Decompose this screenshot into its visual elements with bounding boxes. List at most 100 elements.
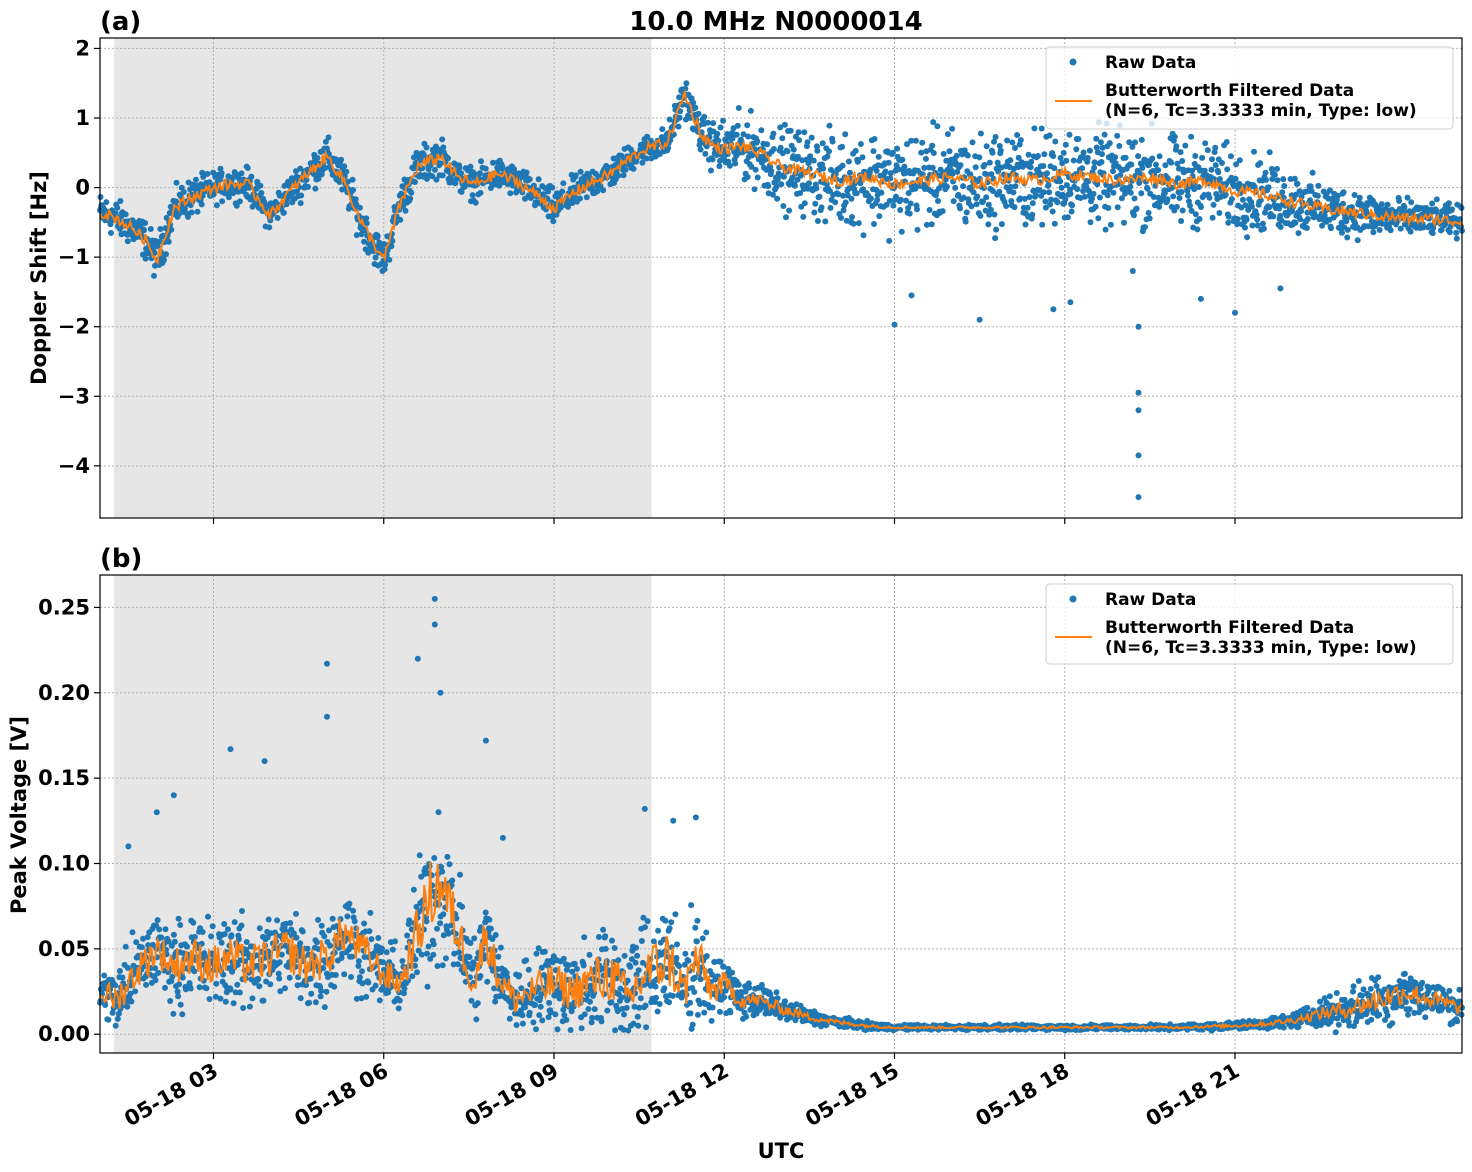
raw-data-point	[709, 1004, 716, 1011]
raw-data-point	[1179, 158, 1186, 164]
raw-data-point	[716, 163, 723, 170]
raw-data-point	[842, 199, 849, 206]
raw-data-point	[399, 958, 406, 964]
raw-data-point	[429, 173, 436, 180]
raw-data-outlier	[1050, 306, 1057, 313]
raw-data-point	[976, 154, 983, 161]
raw-data-point	[608, 999, 615, 1006]
raw-data-point	[1234, 216, 1241, 223]
raw-data-point	[894, 145, 901, 152]
raw-data-point	[297, 995, 304, 1002]
raw-data-point	[1080, 149, 1087, 156]
raw-data-point	[918, 149, 925, 156]
raw-data-point	[497, 944, 504, 951]
raw-data-point	[1092, 203, 1099, 210]
raw-data-point	[620, 172, 627, 179]
raw-data-point	[1408, 199, 1415, 206]
raw-data-point	[317, 993, 324, 1000]
raw-data-point	[154, 917, 161, 924]
raw-data-point	[1244, 234, 1251, 241]
raw-data-point	[666, 925, 673, 932]
raw-data-point	[814, 147, 821, 154]
raw-data-point	[694, 1011, 701, 1018]
raw-data-point	[1228, 196, 1235, 202]
raw-data-point	[499, 163, 506, 170]
raw-data-point	[234, 981, 241, 988]
raw-data-point	[928, 221, 935, 228]
raw-data-point	[1309, 169, 1316, 176]
raw-data-point	[439, 172, 446, 179]
raw-data-point	[993, 226, 1000, 233]
raw-data-point	[203, 985, 210, 992]
raw-data-point	[1110, 168, 1116, 175]
raw-data-point	[622, 166, 629, 173]
raw-data-point	[1127, 189, 1134, 196]
raw-data-point	[1171, 133, 1178, 140]
raw-data-point	[1188, 133, 1195, 140]
raw-data-point	[824, 153, 831, 160]
raw-data-point	[1262, 169, 1269, 176]
raw-data-point	[1156, 153, 1163, 160]
raw-data-point	[230, 1000, 237, 1007]
raw-data-point	[919, 139, 926, 146]
raw-data-point	[154, 243, 161, 250]
raw-data-point	[632, 959, 639, 966]
raw-data-point	[382, 261, 389, 268]
raw-data-point	[439, 136, 446, 143]
raw-data-point	[351, 918, 358, 925]
raw-data-point	[783, 214, 789, 221]
raw-data-point	[638, 938, 645, 944]
raw-data-point	[996, 188, 1003, 195]
raw-data-point	[476, 170, 483, 177]
raw-data-point	[350, 187, 357, 193]
raw-data-point	[870, 148, 877, 155]
raw-data-point	[408, 189, 415, 196]
raw-data-point	[615, 172, 622, 179]
panel-a-legend: Raw Data Butterworth Filtered Data (N=6,…	[1045, 46, 1454, 130]
raw-data-point	[819, 140, 826, 147]
raw-data-point	[1096, 194, 1103, 201]
raw-data-point	[702, 150, 709, 157]
raw-data-point	[816, 193, 823, 200]
raw-data-point	[704, 119, 711, 126]
raw-data-point	[692, 924, 699, 931]
raw-data-point	[814, 218, 821, 224]
raw-data-point	[997, 147, 1004, 154]
raw-data-outlier	[1277, 285, 1284, 292]
raw-data-outlier	[1135, 494, 1142, 501]
raw-data-point	[322, 138, 329, 145]
raw-data-point	[1170, 193, 1177, 200]
raw-data-point	[572, 172, 579, 179]
raw-data-point	[1133, 205, 1140, 212]
raw-data-point	[1274, 177, 1281, 184]
raw-data-point	[122, 943, 129, 950]
raw-data-point	[409, 973, 416, 980]
raw-data-point	[1091, 164, 1098, 171]
raw-data-point	[293, 934, 300, 941]
raw-data-point	[897, 196, 904, 203]
raw-data-point	[133, 939, 140, 946]
raw-data-point	[912, 137, 919, 144]
raw-data-point	[142, 255, 149, 262]
raw-data-point	[375, 935, 382, 941]
raw-data-point	[565, 203, 571, 210]
raw-data-point	[642, 924, 648, 931]
raw-data-point	[659, 126, 666, 133]
raw-data-point	[407, 195, 414, 202]
raw-data-outlier	[891, 321, 898, 328]
raw-data-point	[532, 1001, 538, 1008]
raw-data-point	[236, 198, 243, 205]
raw-data-point	[533, 1026, 539, 1033]
raw-data-point	[537, 1003, 544, 1010]
raw-data-point	[962, 218, 969, 225]
raw-data-point	[612, 1027, 619, 1034]
raw-data-point	[1187, 202, 1193, 209]
raw-data-point	[886, 237, 893, 244]
raw-data-point	[105, 1016, 112, 1023]
raw-data-point	[473, 1016, 480, 1023]
raw-data-point	[1121, 219, 1127, 226]
raw-data-point	[155, 969, 162, 976]
raw-data-point	[1128, 161, 1135, 168]
raw-data-point	[1029, 200, 1036, 207]
raw-data-point	[853, 190, 860, 197]
